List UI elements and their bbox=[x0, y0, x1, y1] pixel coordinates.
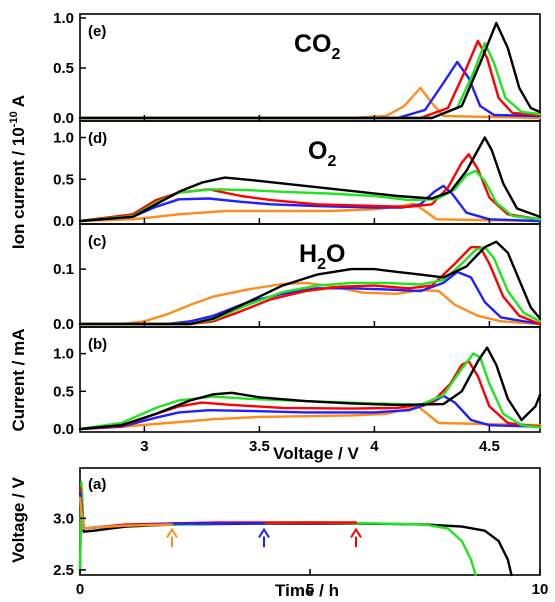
ytick-label: 1.0 bbox=[53, 10, 74, 27]
xtick-label: 3.5 bbox=[249, 438, 270, 455]
xtick-label: 3 bbox=[140, 438, 148, 455]
panel-d-label: (d) bbox=[88, 130, 107, 147]
blue-curve-b bbox=[78, 394, 542, 431]
panel-a-label: (a) bbox=[88, 476, 106, 493]
gas-label-o2: O2 bbox=[308, 137, 336, 170]
panel-c-label: (c) bbox=[88, 233, 106, 250]
red-arrow-head bbox=[350, 527, 362, 539]
voltage-x-axis-title: Voltage / V bbox=[273, 444, 359, 463]
orange-curve-d bbox=[78, 202, 542, 223]
ion-current-y-axis-title: Ion current / 10-10 A bbox=[8, 95, 28, 249]
time-markers bbox=[166, 527, 362, 548]
ytick-label: 0.0 bbox=[53, 421, 74, 438]
blue-curve-d bbox=[78, 184, 542, 223]
gas-label-h2o: H2O bbox=[299, 240, 345, 273]
green-curve-c bbox=[78, 246, 542, 326]
orange-curve-c bbox=[78, 281, 542, 326]
ytick-label: 1.0 bbox=[53, 346, 74, 363]
panel-e-curves bbox=[78, 21, 542, 120]
black-curve-a bbox=[78, 486, 513, 577]
time-x-axis-title: Time / h bbox=[275, 581, 339, 600]
ytick-label: 0.5 bbox=[53, 383, 74, 400]
orange-curve-b bbox=[78, 405, 542, 431]
red-curve-e bbox=[78, 39, 542, 120]
ytick-label: 0.0 bbox=[53, 110, 74, 127]
blue-curve-a bbox=[78, 491, 266, 530]
axis-ticks: 0.0 0.5 1.0 0.0 0.5 1.0 0.0 0.1 0.0 0.5 1.0 3 3.5 4 4.… bbox=[53, 10, 548, 598]
panel-b-label: (b) bbox=[88, 336, 107, 353]
panel-d-curves bbox=[78, 136, 542, 223]
black-curve-c bbox=[78, 240, 542, 326]
ytick-label: 3.0 bbox=[53, 510, 74, 527]
orange-arrow-head bbox=[166, 527, 178, 539]
blue-arrow-head bbox=[258, 527, 270, 539]
gas-label-co2: CO2 bbox=[294, 30, 341, 63]
panel-a-curves bbox=[78, 481, 513, 577]
xtick-label: 5 bbox=[306, 581, 314, 598]
orange-curve-e bbox=[78, 86, 542, 120]
panel-c-curves bbox=[78, 240, 542, 326]
red-curve-c bbox=[78, 246, 542, 326]
ytick-label: 1.0 bbox=[53, 130, 74, 147]
ytick-label: 0.0 bbox=[53, 316, 74, 333]
blue-curve-e bbox=[78, 60, 542, 120]
ytick-label: 0.1 bbox=[53, 261, 74, 278]
xtick-label: 4 bbox=[370, 438, 379, 455]
ytick-label: 0.0 bbox=[53, 213, 74, 230]
current-y-axis-title: Current / mA bbox=[9, 329, 28, 432]
ytick-label: 0.5 bbox=[53, 171, 74, 188]
xtick-label: 4.5 bbox=[479, 438, 500, 455]
black-curve-e bbox=[78, 21, 542, 120]
voltage-y-axis-title: Voltage / V bbox=[9, 477, 28, 563]
black-curve-b bbox=[78, 346, 542, 431]
xtick-label: 10 bbox=[532, 581, 549, 598]
panel-e-label: (e) bbox=[88, 23, 106, 40]
black-curve-d bbox=[78, 136, 542, 223]
xtick-label: 0 bbox=[76, 581, 84, 598]
ytick-label: 2.5 bbox=[53, 562, 74, 579]
green-curve-a bbox=[78, 481, 477, 577]
panel-b-frame bbox=[79, 326, 541, 433]
blue-curve-c bbox=[78, 270, 542, 326]
panel-b-curves bbox=[78, 346, 542, 431]
ytick-label: 0.5 bbox=[53, 60, 74, 77]
